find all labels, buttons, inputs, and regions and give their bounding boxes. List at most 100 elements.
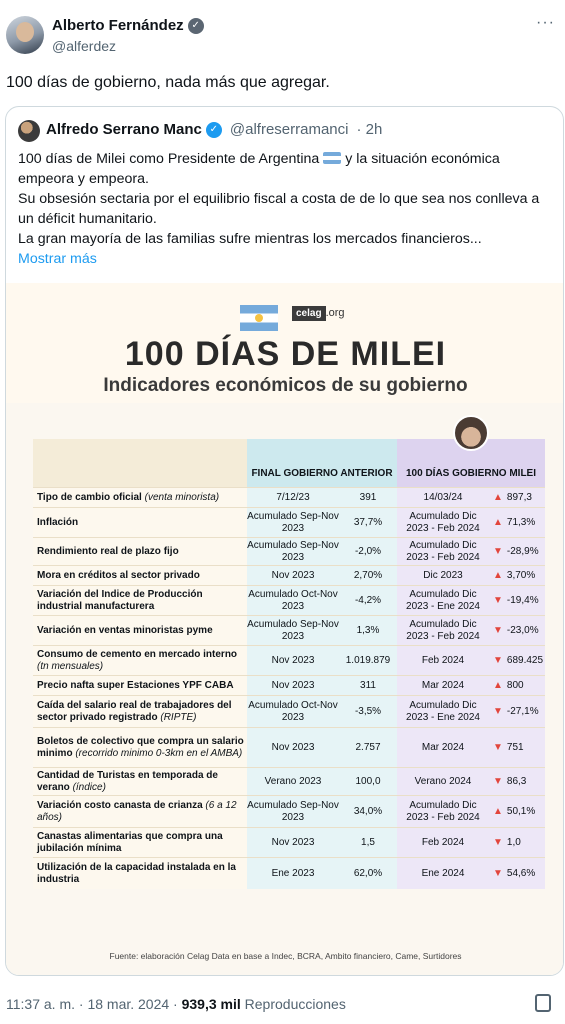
milei-value: 3,70% <box>506 570 536 581</box>
table-row: Cantidad de Turistas en temporada de ver… <box>33 767 545 795</box>
previous-period: Nov 2023 <box>247 646 339 675</box>
previous-value: 311 <box>339 676 397 695</box>
previous-value: 34,0% <box>339 796 397 827</box>
previous-period: Nov 2023 <box>247 566 339 585</box>
arrow-up-icon: ▲ <box>493 806 503 817</box>
celag-logo: celag .org <box>292 306 345 321</box>
previous-period: Nov 2023 <box>247 828 339 857</box>
previous-value: 62,0% <box>339 858 397 889</box>
table-row: Precio nafta super Estaciones YPF CABA N… <box>33 675 545 695</box>
previous-value: -4,2% <box>339 586 397 615</box>
indicator-label: Consumo de cemento en mercado interno (t… <box>33 646 247 675</box>
indicator-label: Inflación <box>33 508 247 537</box>
infographic-subtitle: Indicadores económicos de su gobierno <box>103 375 468 396</box>
indicator-label: Caída del salario real de trabajadores d… <box>33 696 247 727</box>
milei-period: Mar 2024 <box>397 676 489 695</box>
table-row: Variación en ventas minoristas pyme Acum… <box>33 615 545 645</box>
quoted-author-row: Alfredo Serrano Manc ✓ @alfreserramanci … <box>46 121 382 138</box>
previous-value: -3,5% <box>339 696 397 727</box>
table-row: Variación del Indice de Producción indus… <box>33 585 545 615</box>
table-header: FINAL GOBIERNO ANTERIOR 100 DÍAS GOBIERN… <box>33 415 545 487</box>
tweet-meta: 11:37 a. m. · 18 mar. 2024 · 939,3 mil R… <box>6 996 346 1012</box>
milei-period: Feb 2024 <box>397 828 489 857</box>
tweet-text: 100 días de gobierno, nada más que agreg… <box>6 74 330 91</box>
milei-period: Acumulado Dic 2023 - Feb 2024 <box>397 796 489 827</box>
milei-period: Mar 2024 <box>397 728 489 767</box>
analytics-icon[interactable] <box>535 994 551 1012</box>
arrow-down-icon: ▼ <box>493 655 503 666</box>
quoted-tweet[interactable]: Alfredo Serrano Manc ✓ @alfreserramanci … <box>5 106 564 976</box>
arrow-down-icon: ▼ <box>493 868 503 879</box>
milei-value-cell: ▼ 86,3 <box>489 768 545 795</box>
indicator-label: Variación del Indice de Producción indus… <box>33 586 247 615</box>
indicator-label: Variación en ventas minoristas pyme <box>33 616 247 645</box>
tweet-header: Alberto Fernández ✓ @alferdez ··· <box>0 0 565 68</box>
table-row: Consumo de cemento en mercado interno (t… <box>33 645 545 675</box>
milei-value: -27,1% <box>506 706 539 717</box>
author-name[interactable]: Alberto Fernández <box>52 17 184 34</box>
milei-period: Acumulado Dic 2023 - Feb 2024 <box>397 538 489 565</box>
arrow-down-icon: ▼ <box>493 742 503 753</box>
more-options-icon[interactable]: ··· <box>536 14 555 31</box>
milei-period: Acumulado Dic 2023 - Feb 2024 <box>397 616 489 645</box>
previous-period: Acumulado Oct-Nov 2023 <box>247 586 339 615</box>
milei-period: Acumulado Dic 2023 - Feb 2024 <box>397 508 489 537</box>
milei-value: 1,0 <box>506 837 521 848</box>
header-previous-government: FINAL GOBIERNO ANTERIOR <box>247 439 397 487</box>
milei-value: 689.425 <box>506 655 544 666</box>
previous-value: 1,5 <box>339 828 397 857</box>
previous-value: 391 <box>339 488 397 507</box>
quoted-author-handle: @alfreserramanci <box>229 121 349 138</box>
quoted-line-3: La gran mayoría de las familias sufre mi… <box>18 231 482 247</box>
previous-value: -2,0% <box>339 538 397 565</box>
table-row: Caída del salario real de trabajadores d… <box>33 695 545 727</box>
arrow-down-icon: ▼ <box>493 595 503 606</box>
previous-period: Acumulado Sep-Nov 2023 <box>247 796 339 827</box>
infographic-image[interactable]: celag .org 100 DÍAS DE MILEI Indicadores … <box>6 283 563 975</box>
author-avatar[interactable] <box>6 16 44 54</box>
milei-value: 54,6% <box>506 868 536 879</box>
author-name-row[interactable]: Alberto Fernández ✓ <box>52 17 204 34</box>
milei-value: -28,9% <box>506 546 539 557</box>
quoted-tweet-age: · 2h <box>356 121 383 138</box>
milei-period: Verano 2024 <box>397 768 489 795</box>
milei-value-cell: ▲ 50,1% <box>489 796 545 827</box>
milei-value-cell: ▼ -28,9% <box>489 538 545 565</box>
quoted-line-2: Su obsesión sectaria por el equilibrio f… <box>18 191 540 227</box>
previous-period: Acumulado Sep-Nov 2023 <box>247 538 339 565</box>
previous-value: 100,0 <box>339 768 397 795</box>
quoted-line-1: 100 días de Milei como Presidente de Arg… <box>18 151 320 167</box>
table-row: Variación costo canasta de crianza (6 a … <box>33 795 545 827</box>
previous-period: Acumulado Sep-Nov 2023 <box>247 616 339 645</box>
milei-value-cell: ▼ -23,0% <box>489 616 545 645</box>
previous-period: Ene 2023 <box>247 858 339 889</box>
milei-value-cell: ▲ 3,70% <box>489 566 545 585</box>
previous-period: Nov 2023 <box>247 728 339 767</box>
arrow-up-icon: ▲ <box>493 680 503 691</box>
milei-period: Feb 2024 <box>397 646 489 675</box>
tweet-time[interactable]: 11:37 a. m. · 18 mar. 2024 · <box>6 996 178 1012</box>
indicator-label: Rendimiento real de plazo fijo <box>33 538 247 565</box>
quoted-author-avatar <box>18 120 40 142</box>
argentina-flag-icon <box>240 305 278 331</box>
verified-badge-icon: ✓ <box>187 17 204 34</box>
previous-value: 1,3% <box>339 616 397 645</box>
quoted-tweet-text: 100 días de Milei como Presidente de Arg… <box>18 149 548 269</box>
arrow-down-icon: ▼ <box>493 837 503 848</box>
arrow-down-icon: ▼ <box>493 776 503 787</box>
milei-value: 50,1% <box>506 806 536 817</box>
author-handle[interactable]: @alferdez <box>52 38 117 54</box>
view-count: 939,3 mil <box>181 996 241 1012</box>
views-label: Reproducciones <box>244 996 346 1012</box>
indicator-label: Precio nafta super Estaciones YPF CABA <box>33 676 247 695</box>
indicator-label: Cantidad de Turistas en temporada de ver… <box>33 768 247 795</box>
milei-value-cell: ▼ -27,1% <box>489 696 545 727</box>
arrow-down-icon: ▼ <box>493 625 503 636</box>
indicator-label: Boletos de colectivo que compra un salar… <box>33 728 247 767</box>
milei-value: 71,3% <box>506 517 536 528</box>
previous-value: 2,70% <box>339 566 397 585</box>
milei-portrait <box>453 415 489 451</box>
milei-value-cell: ▲ 897,3 <box>489 488 545 507</box>
arrow-up-icon: ▲ <box>493 517 503 528</box>
show-more-link[interactable]: Mostrar más <box>18 251 97 267</box>
